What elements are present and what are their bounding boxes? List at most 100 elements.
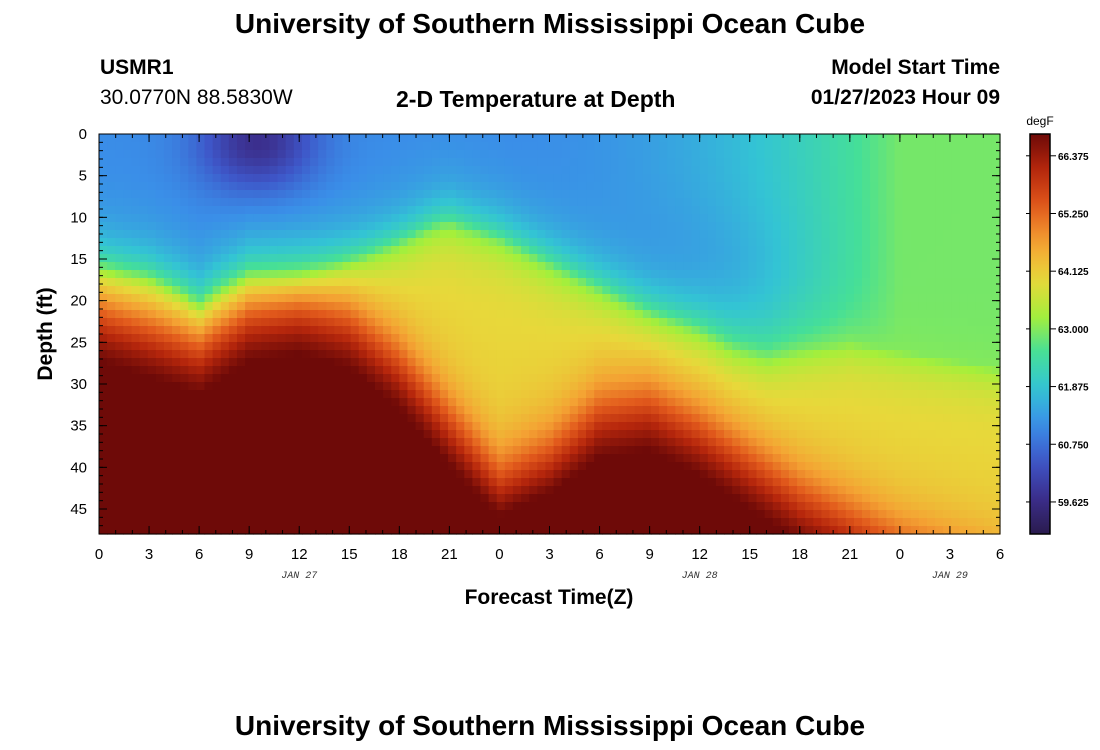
heatmap-cell xyxy=(358,166,368,175)
heatmap-cell xyxy=(577,182,587,191)
heatmap-cell xyxy=(772,270,782,279)
heatmap-cell xyxy=(512,190,522,199)
heatmap-cell xyxy=(886,438,896,447)
heatmap-cell xyxy=(845,478,855,487)
heatmap-cell xyxy=(512,478,522,487)
heatmap-cell xyxy=(269,142,279,151)
heatmap-cell xyxy=(667,422,676,431)
heatmap-cell xyxy=(456,222,465,231)
heatmap-cell xyxy=(172,446,181,455)
heatmap-cell xyxy=(504,414,514,423)
heatmap-cell xyxy=(139,246,149,255)
heatmap-cell xyxy=(967,382,977,391)
heatmap-cell xyxy=(902,142,912,151)
heatmap-cell xyxy=(805,350,814,359)
heatmap-cell xyxy=(196,174,206,183)
heatmap-cell xyxy=(659,174,668,183)
heatmap-cell xyxy=(391,390,400,399)
heatmap-cell xyxy=(139,358,149,367)
heatmap-cell xyxy=(180,390,189,399)
heatmap-cell xyxy=(853,374,863,383)
heatmap-cell xyxy=(512,182,522,191)
heatmap-cell xyxy=(797,206,806,215)
heatmap-cell xyxy=(334,142,344,151)
heatmap-cell xyxy=(301,278,311,287)
heatmap-cell xyxy=(951,262,961,271)
heatmap-cell xyxy=(228,438,238,447)
heatmap-cell xyxy=(870,190,879,199)
heatmap-cell xyxy=(626,462,636,471)
heatmap-cell xyxy=(975,414,985,423)
heatmap-cell xyxy=(748,470,758,479)
heatmap-cell xyxy=(732,302,741,311)
heatmap-cell xyxy=(837,470,847,479)
heatmap-cell xyxy=(878,358,887,367)
heatmap-cell xyxy=(740,278,749,287)
heatmap-cell xyxy=(537,350,547,359)
heatmap-cell xyxy=(529,342,538,351)
heatmap-cell xyxy=(659,334,668,343)
heatmap-cell xyxy=(407,438,417,447)
heatmap-cell xyxy=(131,246,141,255)
heatmap-cell xyxy=(618,462,628,471)
heatmap-cell xyxy=(318,366,327,375)
heatmap-cell xyxy=(951,246,961,255)
heatmap-cell xyxy=(521,318,530,327)
heatmap-cell xyxy=(699,198,709,207)
heatmap-cell xyxy=(342,342,352,351)
heatmap-cell xyxy=(155,310,165,319)
heatmap-cell xyxy=(188,246,198,255)
heatmap-cell xyxy=(196,382,206,391)
heatmap-cell xyxy=(423,294,433,303)
heatmap-cell xyxy=(545,398,555,407)
heatmap-cell xyxy=(180,286,189,295)
heatmap-cell xyxy=(845,326,855,335)
heatmap-cell xyxy=(805,278,814,287)
heatmap-cell xyxy=(464,374,473,383)
heatmap-cell xyxy=(569,142,579,151)
heatmap-cell xyxy=(180,182,189,191)
heatmap-cell xyxy=(261,286,271,295)
heatmap-cell xyxy=(212,414,222,423)
heatmap-cell xyxy=(699,342,709,351)
heatmap-cell xyxy=(521,190,530,199)
heatmap-cell xyxy=(228,190,238,199)
heatmap-cell xyxy=(512,374,522,383)
heatmap-cell xyxy=(155,286,165,295)
heatmap-cell xyxy=(561,318,571,327)
heatmap-cell xyxy=(983,430,993,439)
heatmap-cell xyxy=(845,206,855,215)
heatmap-cell xyxy=(228,462,238,471)
heatmap-cell xyxy=(204,366,214,375)
heatmap-cell xyxy=(594,422,603,431)
heatmap-cell xyxy=(212,158,222,167)
heatmap-cell xyxy=(228,318,238,327)
heatmap-cell xyxy=(99,486,108,495)
heatmap-cell xyxy=(220,446,230,455)
heatmap-cell xyxy=(780,350,790,359)
heatmap-cell xyxy=(935,174,944,183)
heatmap-cell xyxy=(764,398,774,407)
heatmap-cell xyxy=(618,286,628,295)
heatmap-cell xyxy=(326,238,335,247)
heatmap-cell xyxy=(293,470,303,479)
heatmap-cell xyxy=(383,294,392,303)
heatmap-cell xyxy=(147,358,157,367)
heatmap-cell xyxy=(602,342,611,351)
heatmap-cell xyxy=(196,374,206,383)
heatmap-cell xyxy=(301,302,311,311)
heatmap-cell xyxy=(626,166,636,175)
heatmap-cell xyxy=(326,214,335,223)
heatmap-cell xyxy=(512,358,522,367)
heatmap-cell xyxy=(180,350,189,359)
heatmap-cell xyxy=(326,294,335,303)
heatmap-cell xyxy=(910,454,920,463)
heatmap-cell xyxy=(764,342,774,351)
heatmap-cell xyxy=(407,486,417,495)
heatmap-cell xyxy=(99,478,108,487)
heatmap-cell xyxy=(472,366,482,375)
heatmap-cell xyxy=(967,206,977,215)
heatmap-cell xyxy=(870,270,879,279)
heatmap-cell xyxy=(155,326,165,335)
heatmap-cell xyxy=(902,478,912,487)
